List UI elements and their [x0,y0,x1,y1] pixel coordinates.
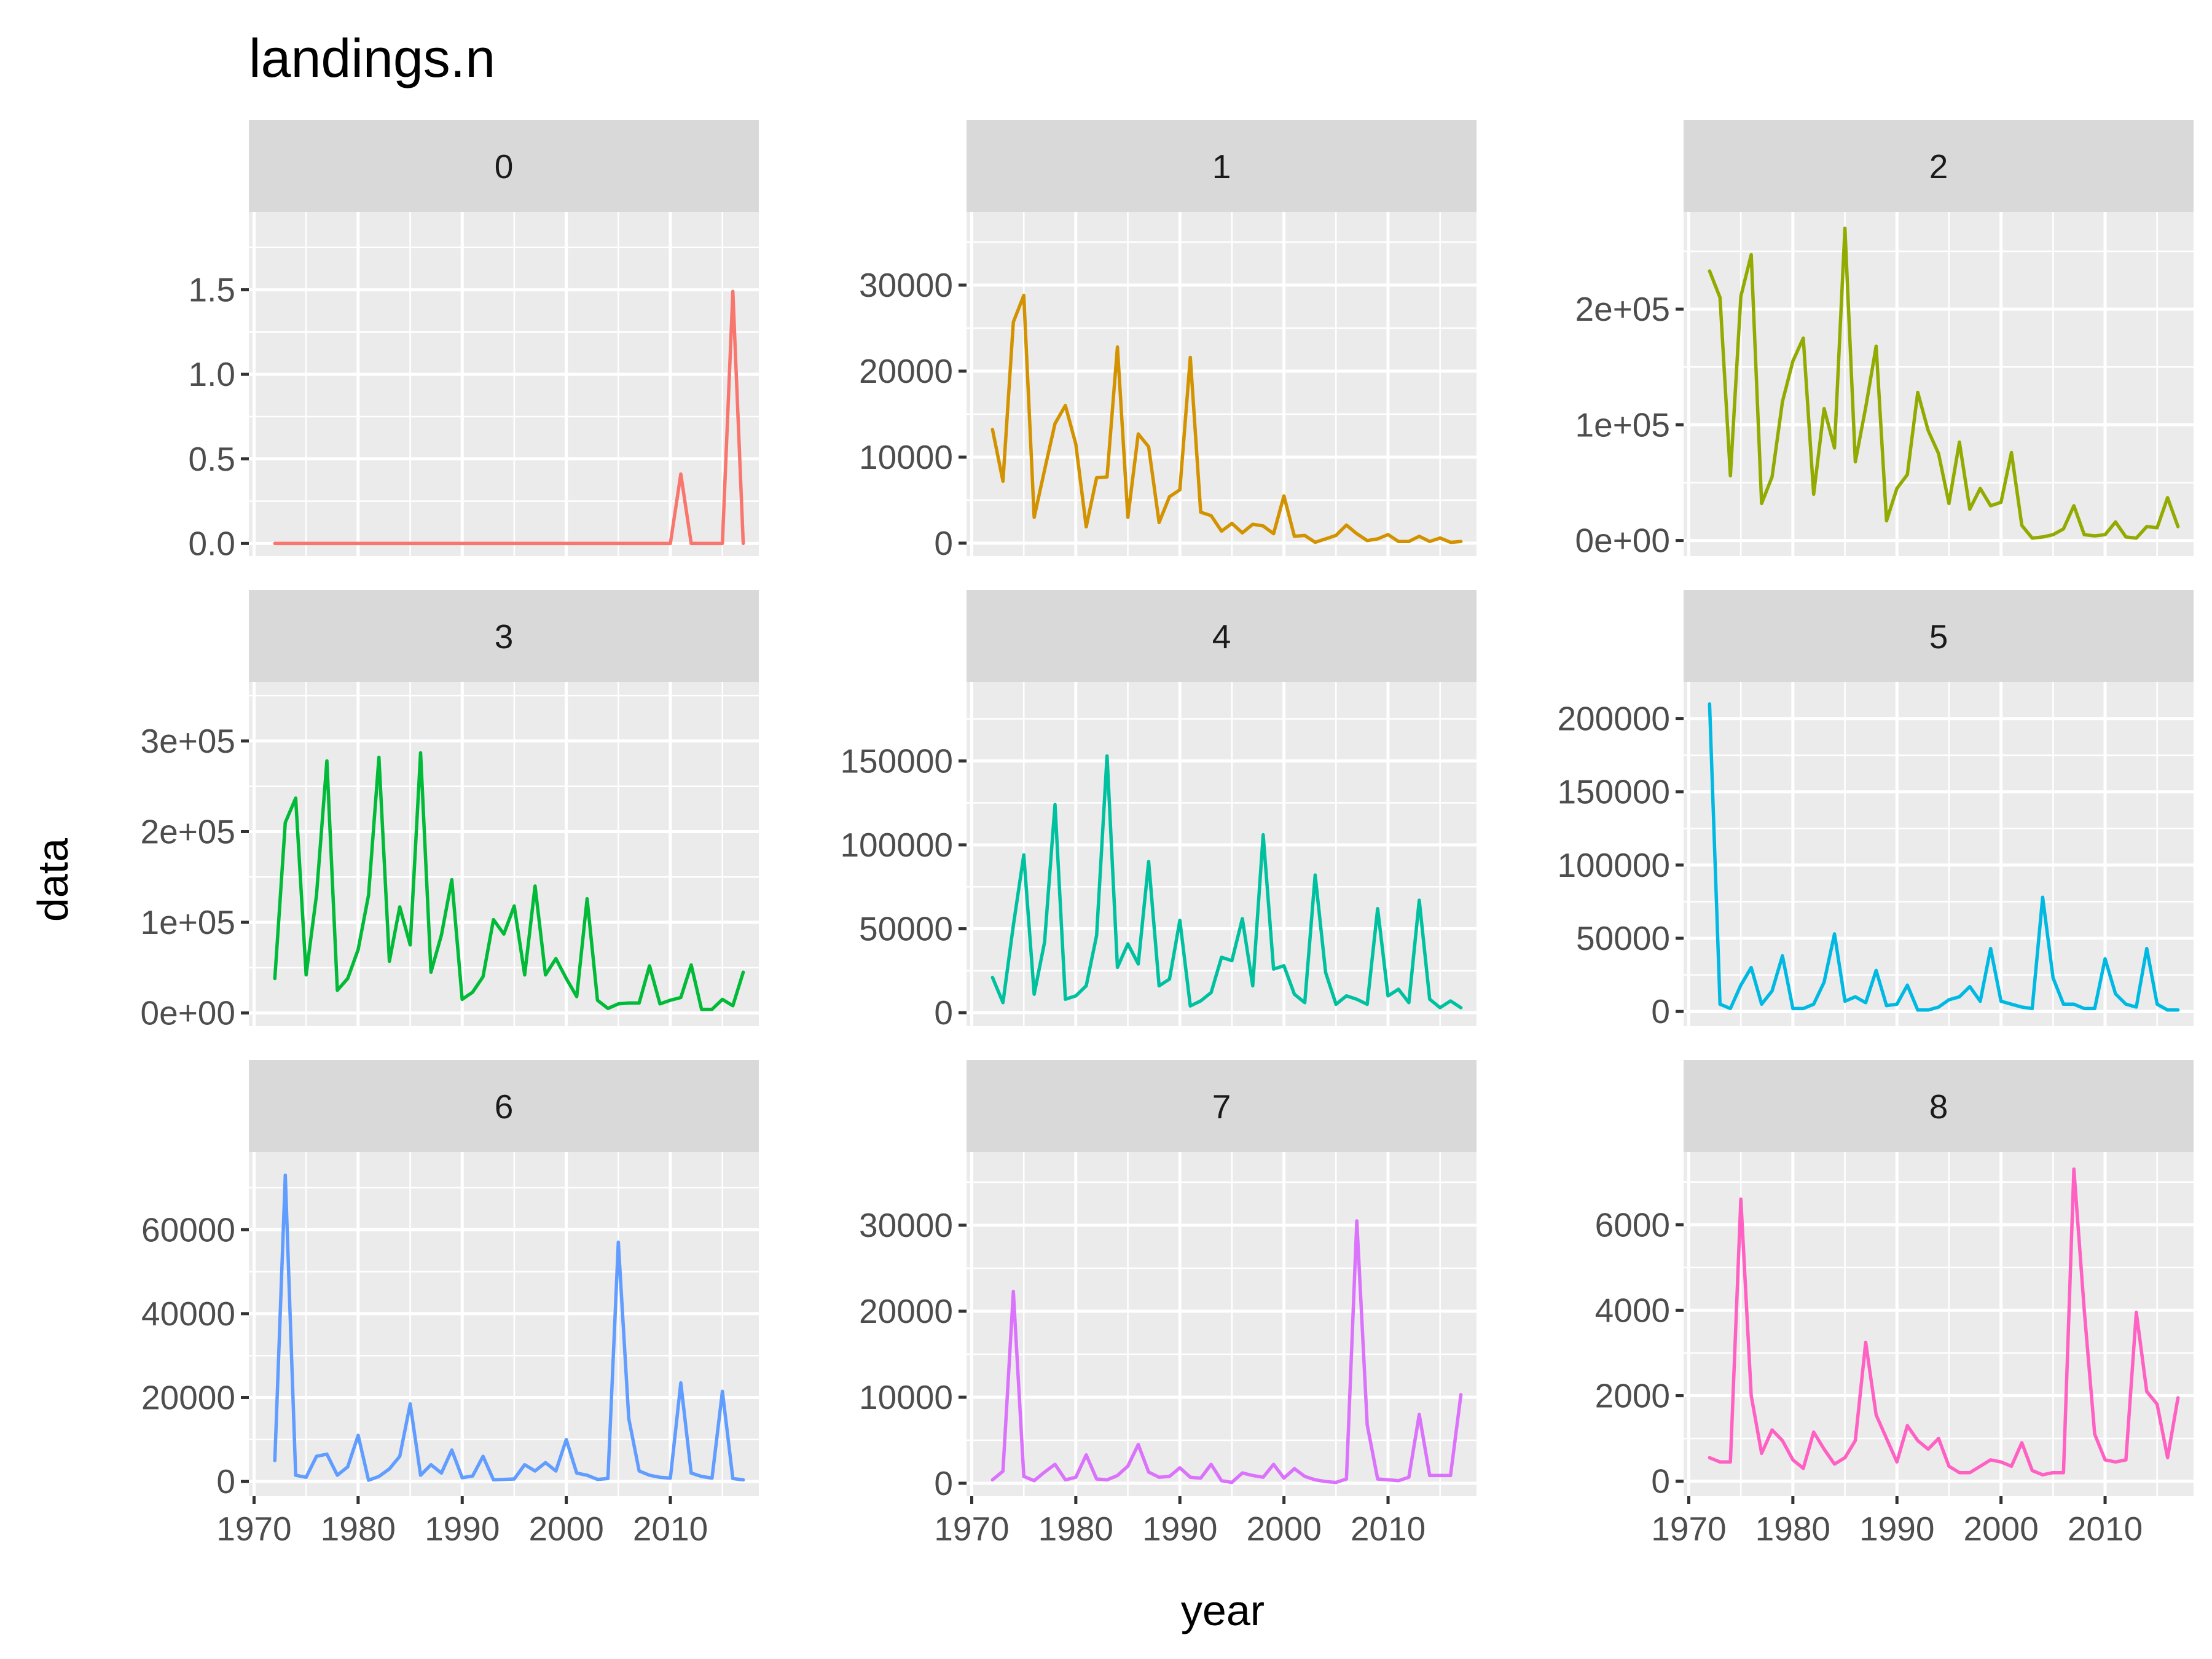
y-tick-label: 0 [934,1464,953,1502]
x-tick-label: 2000 [1246,1510,1321,1548]
facet-strip-label: 0 [495,147,514,186]
facet-strip [967,120,1477,212]
facet-strip [1684,1060,2194,1152]
facet-strip [249,120,759,212]
y-tick-label: 0 [1651,1462,1670,1500]
facet-panel-2: 2 0e+00 1e+05 2e+05 [1575,120,2194,560]
y-tick-label: 1.5 [189,271,235,309]
x-tick-label: 1990 [1859,1510,1934,1548]
facet-strip-label: 8 [1929,1088,1948,1126]
facet-strip [249,590,759,682]
facet-panel-7: 7 0 10000 20000 30000 1970 1980 1990 2000 2010 [859,1060,1477,1548]
panel-background [967,1152,1477,1496]
x-tick-label: 1990 [425,1510,500,1548]
facet-strip-label: 4 [1212,618,1231,656]
y-tick-label: 200000 [1557,700,1670,738]
y-tick-label: 3e+05 [141,722,235,760]
y-tick-label: 150000 [840,742,953,780]
series-line-1 [990,294,1463,544]
y-tick-label: 0 [216,1462,235,1500]
y-tick-label: 10000 [859,438,953,476]
facet-strip-label: 7 [1212,1088,1231,1126]
y-tick-label: 40000 [141,1295,235,1333]
x-tick-label: 2010 [2068,1510,2143,1548]
y-tick-label: 6000 [1595,1206,1670,1244]
y-tick-label: 0.0 [189,524,235,562]
facet-strip [967,590,1477,682]
facet-panels: 00.00.51.01.51010000200003000020e+001e+0… [141,120,2194,1548]
y-axis-title: data [29,838,77,922]
y-tick-label: 0 [934,524,953,562]
facet-panel-6: 6 0 20000 40000 60000 1970 1980 1990 2000 2010 [141,1060,759,1548]
x-tick-label: 2000 [1963,1510,2038,1548]
y-tick-label: 4000 [1595,1291,1670,1329]
y-tick-label: 30000 [859,266,953,304]
panel-background [1684,212,2194,556]
x-tick-label: 1970 [1651,1510,1726,1548]
y-tick-label: 1e+05 [141,903,235,941]
y-tick-label: 1.0 [189,355,235,393]
facet-panel-0: 0 0.0 0.5 1.0 1.5 [189,120,759,562]
series-line-6 [273,1173,745,1482]
y-tick-label: 50000 [1576,919,1670,957]
facet-panel-5: 5 0 50000 100000 150000 200000 [1557,590,2194,1030]
facet-strip-label: 5 [1929,618,1948,656]
series-line-7 [990,1219,1463,1484]
x-tick-label: 1990 [1142,1510,1217,1548]
y-tick-label: 150000 [1557,773,1670,811]
series-line-0 [273,289,745,546]
y-tick-label: 0e+00 [141,994,235,1032]
y-tick-label: 0.5 [189,440,235,478]
series-line-4 [990,754,1463,1010]
y-tick-label: 2e+05 [141,812,235,850]
x-tick-label: 1980 [321,1510,396,1548]
y-tick-label: 100000 [1557,846,1670,884]
panel-background [249,1152,759,1496]
facet-strip [967,1060,1477,1152]
facet-panel-4: 4 0 50000 100000 150000 [840,590,1477,1032]
facet-panel-3: 3 0e+00 1e+05 2e+05 3e+05 [141,590,759,1032]
y-tick-label: 0 [1651,992,1670,1030]
y-tick-label: 20000 [859,352,953,390]
series-line-3 [273,751,745,1011]
x-tick-label: 1980 [1755,1510,1830,1548]
y-tick-label: 20000 [141,1379,235,1417]
y-tick-label: 50000 [859,910,953,948]
chart-title: landings.n [249,28,495,88]
panel-background [967,682,1477,1026]
facet-strip [1684,590,2194,682]
series-line-5 [1708,702,2180,1012]
x-tick-label: 2010 [633,1510,708,1548]
facet-strip-label: 3 [495,618,514,656]
y-tick-label: 60000 [141,1210,235,1249]
x-axis-title: year [1181,1586,1265,1634]
series-line-2 [1708,226,2180,540]
panel-background [249,212,759,556]
facet-strip-label: 6 [495,1088,514,1126]
y-tick-label: 1e+05 [1575,406,1670,444]
x-tick-label: 2000 [528,1510,603,1548]
y-tick-label: 100000 [840,826,953,864]
facet-strip-label: 2 [1929,147,1948,186]
panel-background [249,682,759,1026]
x-tick-label: 1970 [216,1510,291,1548]
x-tick-label: 1970 [934,1510,1009,1548]
y-tick-label: 10000 [859,1378,953,1416]
x-tick-label: 1980 [1038,1510,1113,1548]
y-tick-label: 20000 [859,1292,953,1330]
y-tick-label: 0 [934,994,953,1032]
x-tick-label: 2010 [1351,1510,1426,1548]
panel-background [967,212,1477,556]
facet-strip [249,1060,759,1152]
facet-strip-label: 1 [1212,147,1231,186]
facet-strip [1684,120,2194,212]
y-tick-label: 2000 [1595,1377,1670,1415]
facet-panel-8: 8 0 2000 4000 6000 1970 1980 1990 2000 2010 [1595,1060,2194,1548]
y-tick-label: 0e+00 [1575,522,1670,560]
facet-panel-1: 1 0 10000 20000 30000 [859,120,1477,562]
y-tick-label: 2e+05 [1575,290,1670,328]
y-tick-label: 30000 [859,1206,953,1244]
series-line-8 [1708,1167,2180,1477]
